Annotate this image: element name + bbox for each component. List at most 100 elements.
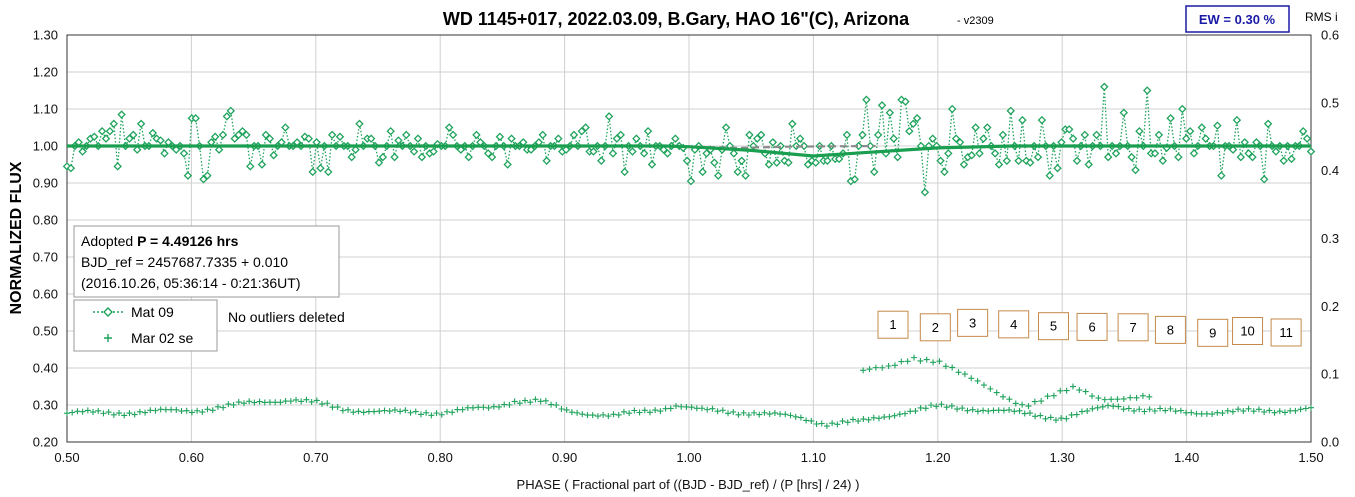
data-point-mar02 — [990, 407, 997, 414]
data-point-mar02 — [704, 406, 711, 413]
data-point-mar02 — [110, 411, 117, 418]
info-date-range: (2016.10.26, 05:36:14 - 0:21:36UT) — [81, 275, 300, 291]
data-point-mar02 — [251, 399, 258, 406]
data-point-mar02 — [376, 408, 383, 415]
data-point-mar02 — [1052, 417, 1059, 424]
data-point-mar02 — [641, 407, 648, 414]
data-point-mat09 — [148, 128, 158, 138]
data-point-mat09 — [66, 163, 76, 173]
data-point-mar02 — [730, 408, 737, 415]
data-point-mar02 — [620, 408, 627, 415]
data-point-mat09 — [1189, 149, 1199, 158]
data-point-mar02 — [64, 410, 70, 417]
data-point-mar02 — [1016, 407, 1023, 414]
data-point-mar02 — [974, 408, 981, 415]
data-point-mar02 — [449, 409, 456, 416]
model-fit-curve — [67, 144, 1311, 158]
data-point-mat09 — [132, 145, 142, 154]
data-point-mat09 — [417, 152, 427, 162]
x-tick-label: 0.70 — [303, 450, 328, 465]
data-point-mar02 — [1120, 406, 1127, 413]
data-point-mat09 — [784, 158, 793, 167]
data-point-mat09 — [1006, 106, 1015, 116]
data-point-mar02 — [225, 401, 232, 408]
data-point-mat09 — [1033, 152, 1043, 162]
data-point-mar02 — [1224, 407, 1231, 414]
data-point-mar02 — [980, 407, 987, 414]
data-point-mar02 — [527, 399, 534, 406]
numbered-box — [1037, 312, 1069, 341]
data-point-mar02 — [600, 411, 607, 418]
data-point-mar02 — [324, 400, 331, 407]
data-point-mar02 — [683, 403, 690, 410]
data-point-mar02 — [1115, 403, 1122, 410]
x-tick-label: 0.60 — [179, 450, 204, 465]
outliers-note: No outliers deleted — [228, 309, 345, 325]
data-point-mat09 — [129, 130, 138, 140]
data-point-mar02 — [1044, 393, 1051, 400]
data-point-mar02 — [844, 419, 851, 426]
data-point-mar02 — [266, 399, 273, 406]
x-tick-label: 1.10 — [801, 450, 826, 465]
data-point-mat09 — [1014, 156, 1023, 166]
data-point-mar02 — [1235, 406, 1242, 413]
data-point-mat09 — [183, 171, 193, 180]
y-tick-label: 0.90 — [33, 176, 58, 191]
data-point-mat09 — [663, 149, 672, 158]
data-point-mat09 — [105, 126, 115, 136]
data-point-mar02 — [917, 404, 924, 411]
data-point-mar02 — [116, 410, 123, 417]
data-point-mat09 — [156, 136, 165, 145]
data-point-mar02 — [365, 408, 372, 415]
data-point-mar02 — [433, 410, 440, 417]
data-point-mat09 — [1111, 149, 1121, 158]
data-point-mar02 — [464, 404, 471, 411]
data-point-mar02 — [823, 423, 830, 430]
data-point-mat09 — [316, 163, 325, 173]
data-point-mar02 — [496, 403, 503, 410]
data-point-mat09 — [300, 132, 310, 141]
data-point-mar02 — [928, 402, 935, 409]
data-point-mar02 — [501, 401, 508, 408]
x-tick-label: 1.20 — [925, 450, 950, 465]
data-point-mat09 — [1185, 126, 1195, 136]
data-point-mar02 — [105, 409, 112, 416]
data-point-mar02 — [1110, 403, 1117, 410]
data-point-mar02 — [1012, 400, 1019, 407]
data-point-mar02 — [469, 404, 476, 411]
data-point-mat09 — [612, 134, 622, 143]
y-tick-label: 0.80 — [33, 213, 58, 228]
data-point-mat09 — [569, 130, 579, 140]
data-point-mar02 — [954, 406, 961, 413]
legend-marker-mar02 — [104, 334, 112, 342]
data-point-mar02 — [938, 401, 945, 408]
data-point-mar02 — [261, 399, 268, 406]
data-point-mar02 — [589, 412, 596, 419]
data-point-mat09 — [464, 152, 473, 162]
data-point-mat09 — [643, 126, 653, 136]
data-point-mat09 — [1135, 126, 1144, 136]
data-point-mat09 — [870, 167, 879, 177]
data-point-mar02 — [1127, 394, 1134, 401]
data-point-mar02 — [147, 407, 154, 414]
data-point-mat09 — [1092, 130, 1101, 140]
data-point-mar02 — [688, 404, 695, 411]
info-period-prefix: Adopted — [81, 233, 137, 249]
data-point-mat09 — [971, 123, 980, 132]
data-point-mat09 — [710, 158, 719, 167]
data-point-mar02 — [194, 407, 201, 414]
data-point-mar02 — [1006, 396, 1013, 403]
data-point-mat09 — [97, 126, 107, 136]
data-point-mat09 — [671, 134, 680, 143]
y-tick-label: 1.00 — [33, 139, 58, 154]
data-point-mar02 — [157, 406, 164, 413]
legend: Mat 09 Mar 02 se — [73, 299, 218, 352]
data-point-mat09 — [975, 149, 984, 158]
data-point-mar02 — [849, 416, 856, 423]
data-point-mar02 — [1078, 408, 1085, 415]
data-point-mar02 — [1120, 395, 1127, 402]
data-point-mar02 — [282, 398, 289, 405]
data-point-mar02 — [240, 400, 247, 407]
data-point-mat09 — [191, 114, 200, 123]
data-point-mat09 — [632, 134, 641, 143]
